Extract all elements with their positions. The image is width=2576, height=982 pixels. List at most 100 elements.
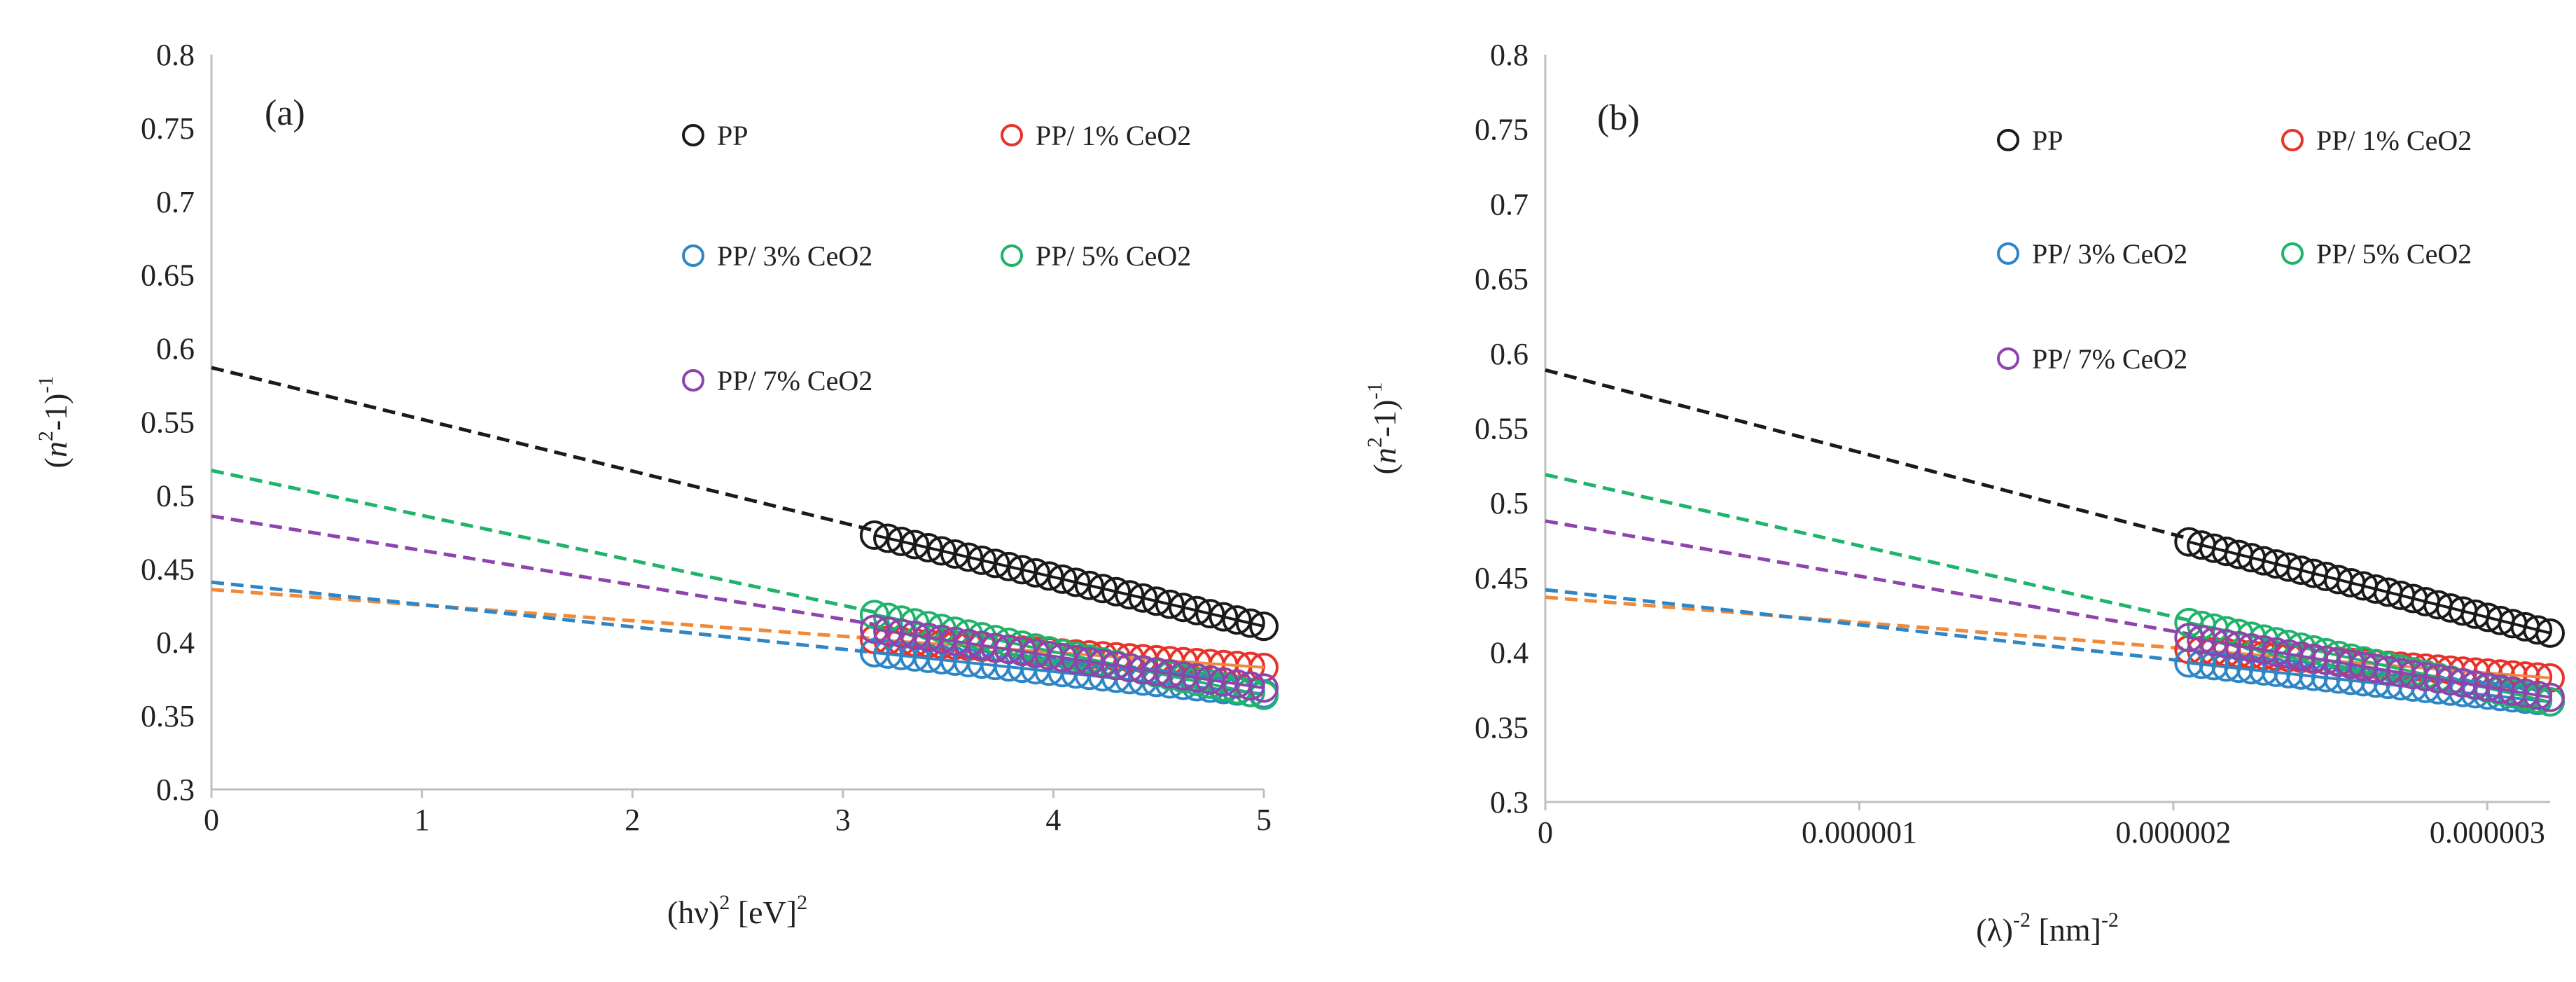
series-4 xyxy=(2174,623,2565,712)
legend-label: PP/ 3% CeO2 xyxy=(2032,238,2187,270)
data-point xyxy=(967,545,997,575)
y-tick-label: 0.3 xyxy=(156,773,195,807)
data-point xyxy=(1249,673,1279,703)
fit-line-1 xyxy=(1545,595,2189,651)
data-point xyxy=(1007,555,1037,585)
legend-marker xyxy=(2281,242,2304,265)
legend-label: PP/ 7% CeO2 xyxy=(717,365,872,396)
data-point xyxy=(2211,652,2241,682)
y-tick-label: 0.65 xyxy=(141,258,195,293)
y-axis-title-open: ( xyxy=(1367,464,1402,474)
y-axis-title-open: ( xyxy=(38,457,74,468)
chart-panel-a: 0.3 0.35 0.4 0.45 0.5 0.55 0.6 0.65 0.7 0.75 0.8 0 1… xyxy=(34,38,1279,930)
x-axis-title: (hν)2 [eV]2 xyxy=(667,891,807,930)
data-point xyxy=(1061,567,1091,597)
y-tick-label: 0.4 xyxy=(156,625,195,660)
x-axis-title-main: (λ) xyxy=(1976,912,2013,948)
x-tick-label: 0 xyxy=(204,803,219,837)
fit-line-3 xyxy=(211,469,875,614)
y-tick-label: 0.3 xyxy=(1490,785,1529,820)
legend-label: PP/ 5% CeO2 xyxy=(1036,240,1191,272)
y-tick-label: 0.75 xyxy=(141,111,195,146)
y-tick-label: 0.8 xyxy=(156,38,195,72)
data-point xyxy=(1034,561,1064,591)
fit-line-4 xyxy=(1545,519,2189,636)
y-tick-label: 0.55 xyxy=(1475,412,1529,446)
data-point xyxy=(1155,589,1185,619)
legend-marker xyxy=(1001,244,1023,267)
x-axis-title-unit: [eV] xyxy=(730,894,797,930)
data-point xyxy=(994,551,1024,581)
y-axis-title: (n2-1)-1 xyxy=(1363,382,1402,475)
x-tick-label: 0 xyxy=(1538,815,1553,850)
y-tick-label: 0.4 xyxy=(1490,636,1529,670)
legend-label: PP/ 1% CeO2 xyxy=(1036,120,1191,151)
y-axis-title: (n2-1)-1 xyxy=(34,376,74,469)
data-point xyxy=(1168,593,1198,623)
legend-label: PP/ 5% CeO2 xyxy=(2316,238,2472,270)
y-tick-label: 0.6 xyxy=(1490,337,1529,371)
series-0 xyxy=(859,520,1279,642)
data-point xyxy=(2523,680,2553,710)
y-axis-title-n: n xyxy=(38,441,74,457)
data-point xyxy=(1074,570,1104,600)
data-point xyxy=(1021,558,1051,588)
data-point xyxy=(1128,583,1158,613)
y-axis-title-sup2: -1 xyxy=(1363,382,1386,400)
x-axis-title-unit: [nm] xyxy=(2031,912,2101,948)
legend-marker xyxy=(2281,129,2304,151)
y-tick-label: 0.7 xyxy=(156,185,195,219)
legend-marker xyxy=(682,369,704,392)
y-tick-label: 0.35 xyxy=(141,699,195,733)
legend-label: PP/ 7% CeO2 xyxy=(2032,343,2187,375)
fit-line-solid xyxy=(2188,540,2551,635)
legend-label: PP xyxy=(2032,125,2063,156)
x-tick-label: 4 xyxy=(1045,803,1061,837)
data-point xyxy=(2535,618,2565,648)
x-tick-label: 5 xyxy=(1256,803,1272,837)
y-tick-label: 0.45 xyxy=(141,552,195,586)
data-point xyxy=(2535,682,2565,712)
x-tick-label: 0.000002 xyxy=(2115,815,2231,850)
x-axis-title: (λ)-2 [nm]-2 xyxy=(1976,908,2119,948)
data-point xyxy=(886,527,917,557)
legend-marker xyxy=(682,244,704,267)
data-point xyxy=(2199,651,2229,681)
legend-marker xyxy=(682,124,704,146)
x-tick-label: 3 xyxy=(835,803,851,837)
fit-line-solid xyxy=(874,628,1265,690)
fit-line-0 xyxy=(1545,368,2189,541)
x-tick-label: 2 xyxy=(625,803,640,837)
data-point xyxy=(1141,586,1171,616)
y-tick-label: 0.6 xyxy=(156,332,195,366)
y-tick-label: 0.7 xyxy=(1490,187,1529,221)
y-tick-label: 0.5 xyxy=(156,478,195,513)
data-point xyxy=(900,530,930,560)
data-point xyxy=(926,536,956,566)
data-point xyxy=(1222,605,1252,635)
fit-line-4 xyxy=(211,514,875,626)
data-point xyxy=(1047,564,1078,594)
data-point xyxy=(873,523,903,553)
x-tick-label: 0.000003 xyxy=(2430,815,2545,850)
data-point xyxy=(1182,595,1212,625)
x-axis-title-unit-sup: 2 xyxy=(797,891,807,914)
series-4 xyxy=(859,614,1279,703)
legend-marker xyxy=(1997,242,2019,265)
y-axis-title-sup1: 2 xyxy=(1363,437,1386,448)
data-point xyxy=(859,520,889,551)
data-point xyxy=(954,542,984,572)
fit-line-0 xyxy=(211,366,875,532)
fit-line-3 xyxy=(1545,473,2189,622)
x-axis-title-sup: -2 xyxy=(2013,908,2031,932)
data-point xyxy=(2187,649,2217,679)
y-axis-title-sup2: -1 xyxy=(34,376,57,394)
data-point xyxy=(913,532,943,562)
data-point xyxy=(1195,599,1225,629)
data-point xyxy=(1101,576,1132,607)
y-axis-title-mid: -1) xyxy=(38,394,74,431)
data-point xyxy=(940,539,970,569)
y-tick-label: 0.55 xyxy=(141,406,195,440)
y-tick-label: 0.5 xyxy=(1490,486,1529,520)
